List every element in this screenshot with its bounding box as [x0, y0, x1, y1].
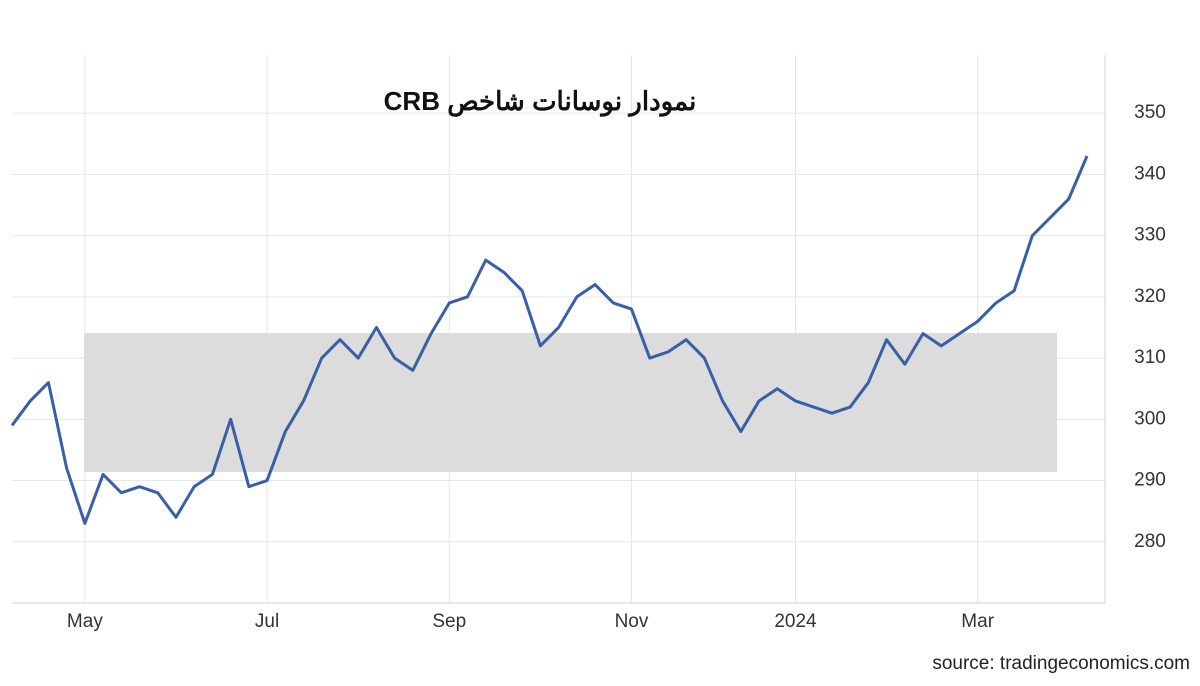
source: source: tradingeconomics.com [932, 653, 1190, 674]
y-tick-label: 350 [1134, 102, 1166, 123]
y-tick-label: 320 [1134, 286, 1166, 307]
y-tick-label: 340 [1134, 163, 1166, 184]
chart-title: نمودار نوسانات شاخص CRB [384, 86, 697, 117]
x-tick-label: Jul [255, 611, 279, 632]
y-tick-label: 290 [1134, 470, 1166, 491]
x-tick-label: May [67, 611, 103, 632]
data-line [10, 155, 1089, 525]
x-tick-label: Sep [432, 611, 466, 632]
y-tick-label: 300 [1134, 408, 1166, 429]
x-tick-label: Nov [615, 611, 649, 632]
y-tick-label: 310 [1134, 347, 1166, 368]
x-tick-label: 2024 [774, 611, 817, 632]
x-tick-label: Mar [961, 611, 994, 632]
y-tick-label: 280 [1134, 531, 1166, 552]
watermark-band [84, 333, 1057, 472]
y-tick-label: 330 [1134, 225, 1166, 246]
